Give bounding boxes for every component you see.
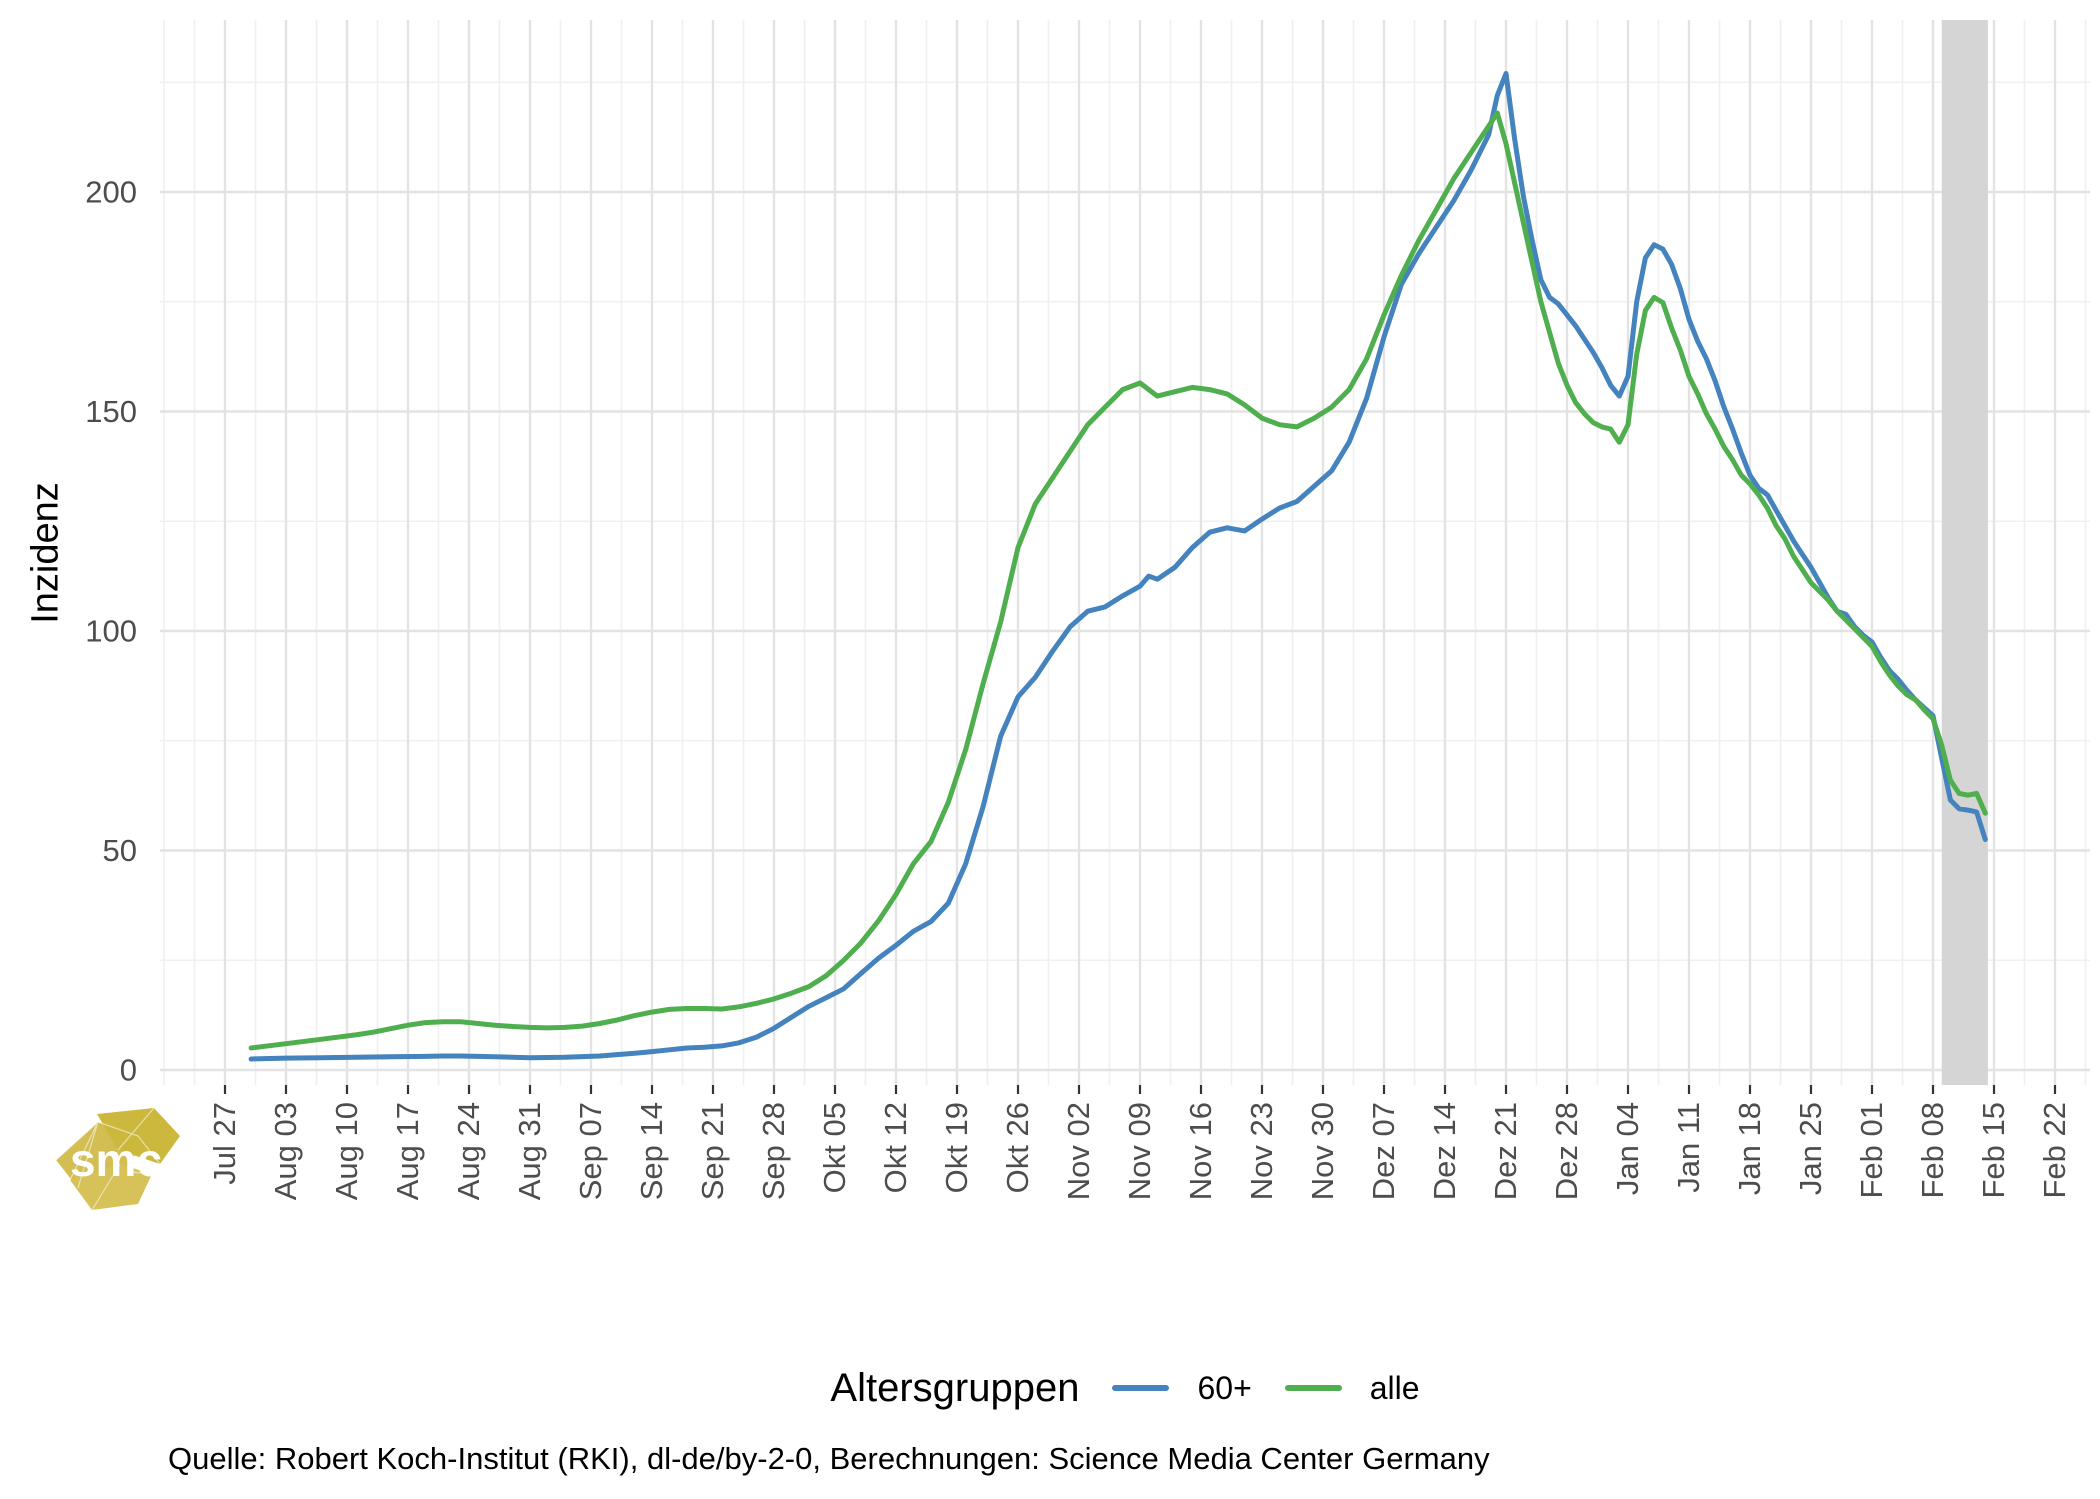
y-tick-label: 50 — [103, 833, 137, 868]
x-tick-label: Jan 04 — [1610, 1102, 1645, 1195]
smc-logo-shape — [70, 1164, 152, 1210]
x-tick-label: Jan 11 — [1671, 1102, 1706, 1193]
x-tick-label: Sep 28 — [756, 1102, 791, 1200]
x-tick-label: Dez 21 — [1488, 1102, 1523, 1200]
x-tick-label: Aug 31 — [512, 1102, 547, 1200]
y-tick-label: 0 — [120, 1053, 137, 1088]
x-tick-label: Nov 30 — [1305, 1102, 1340, 1200]
gridlines-minor — [160, 20, 2090, 1085]
x-axis-labels: Jul 27 Aug 03 Aug 10 Aug 17 Aug 24 Aug 31 Sep … — [207, 1102, 2072, 1200]
x-tick-label: Nov 02 — [1061, 1102, 1096, 1200]
legend-label-60plus: 60+ — [1197, 1369, 1252, 1406]
x-tick-label: Aug 03 — [268, 1102, 303, 1200]
x-tick-label: Okt 12 — [878, 1102, 913, 1193]
x-tick-label: Aug 17 — [390, 1102, 425, 1200]
x-tick-label: Jan 25 — [1793, 1102, 1828, 1195]
x-tick-label: Sep 07 — [573, 1102, 608, 1200]
y-axis-title: Inzidenz — [24, 482, 67, 624]
series-line-60plus — [248, 71, 1988, 1062]
line-chart: Jul 27 Aug 03 Aug 10 Aug 17 Aug 24 Aug 31 Sep … — [85, 20, 2090, 1200]
y-tick-label: 200 — [85, 175, 137, 210]
x-tick-label: Feb 08 — [1915, 1102, 1950, 1199]
x-tick-label: Feb 01 — [1854, 1102, 1889, 1199]
series-line-alle — [248, 110, 1988, 1051]
legend-key-60plus-line — [1112, 1385, 1170, 1391]
y-axis-labels: 0 50 100 150 200 — [85, 175, 137, 1088]
x-tick-label: Sep 21 — [695, 1102, 730, 1200]
x-tick-label: Okt 19 — [939, 1102, 974, 1193]
source-caption: Quelle: Robert Koch-Institut (RKI), dl-d… — [168, 1441, 1490, 1476]
x-tick-label: Feb 22 — [2037, 1102, 2072, 1199]
x-tick-label: Jul 27 — [207, 1102, 242, 1185]
gridlines-major — [160, 20, 2090, 1085]
smc-logo-text: smc — [70, 1134, 162, 1186]
legend-key-alle-line — [1284, 1385, 1342, 1391]
x-tick-label: Dez 28 — [1549, 1102, 1584, 1200]
x-tick-label: Sep 14 — [634, 1102, 669, 1200]
x-tick-label: Okt 05 — [817, 1102, 852, 1193]
legend-title: Altersgruppen — [830, 1365, 1080, 1410]
legend-label-alle: alle — [1369, 1369, 1420, 1406]
legend: Altersgruppen 60+ alle — [160, 1356, 2090, 1420]
smc-logo-mesh — [55, 1107, 161, 1211]
x-tick-label: Nov 16 — [1183, 1102, 1218, 1200]
legend-item-alle: alle — [1284, 1369, 1420, 1407]
y-tick-label: 100 — [85, 614, 137, 649]
recent-data-band — [1941, 20, 1988, 1085]
x-tick-label: Dez 14 — [1427, 1102, 1462, 1200]
x-tick-label: Feb 15 — [1976, 1102, 2011, 1199]
x-tick-label: Nov 23 — [1244, 1102, 1279, 1200]
x-tick-label: Dez 07 — [1366, 1102, 1401, 1200]
x-tick-label: Jan 18 — [1732, 1102, 1767, 1195]
legend-item-60plus: 60+ — [1112, 1369, 1252, 1407]
x-tick-label: Aug 24 — [451, 1102, 486, 1200]
x-tick-label: Nov 09 — [1122, 1102, 1157, 1200]
x-tick-label: Okt 26 — [1000, 1102, 1035, 1193]
smc-logo: smc — [55, 1107, 180, 1211]
y-tick-label: 150 — [85, 394, 137, 429]
x-tick-label: Aug 10 — [329, 1102, 364, 1200]
x-axis-ticks — [223, 1085, 2057, 1094]
